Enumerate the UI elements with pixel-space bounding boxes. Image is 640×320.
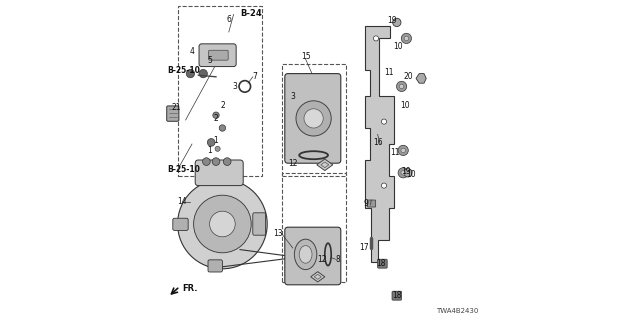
Text: 15: 15: [301, 52, 310, 60]
Circle shape: [399, 84, 404, 89]
Bar: [178, 6, 262, 176]
Circle shape: [178, 179, 268, 269]
Text: 21: 21: [172, 103, 181, 112]
Circle shape: [212, 112, 219, 118]
Text: 14: 14: [177, 197, 188, 206]
Circle shape: [199, 69, 207, 78]
Text: 3: 3: [233, 82, 237, 91]
FancyBboxPatch shape: [392, 291, 402, 300]
Text: 20: 20: [403, 72, 413, 81]
Circle shape: [304, 109, 323, 128]
Bar: [282, 173, 346, 282]
Circle shape: [223, 158, 231, 165]
Circle shape: [219, 125, 226, 131]
Ellipse shape: [300, 246, 312, 263]
Text: 9: 9: [364, 199, 369, 208]
Polygon shape: [365, 26, 394, 262]
Text: 11: 11: [390, 148, 400, 156]
Text: 10: 10: [394, 42, 403, 51]
Circle shape: [207, 139, 215, 146]
Circle shape: [210, 211, 236, 237]
Text: 5: 5: [207, 56, 212, 65]
Text: 8: 8: [335, 255, 340, 264]
FancyBboxPatch shape: [285, 227, 340, 285]
Text: B-25-10: B-25-10: [167, 66, 200, 75]
Text: 1: 1: [214, 136, 218, 145]
Text: 2: 2: [214, 114, 218, 123]
FancyBboxPatch shape: [166, 106, 179, 121]
Text: 19: 19: [387, 16, 397, 25]
Text: 18: 18: [376, 260, 385, 268]
Ellipse shape: [294, 239, 317, 269]
Text: TWA4B2430: TWA4B2430: [436, 308, 479, 314]
Bar: [282, 64, 346, 176]
Text: 13: 13: [273, 229, 284, 238]
Circle shape: [401, 148, 406, 153]
Circle shape: [401, 33, 412, 44]
Circle shape: [401, 171, 406, 175]
Circle shape: [212, 158, 220, 165]
Text: 6: 6: [227, 15, 231, 24]
Circle shape: [202, 158, 210, 165]
FancyBboxPatch shape: [378, 259, 387, 268]
Circle shape: [404, 169, 412, 177]
Text: 17: 17: [359, 244, 369, 252]
Circle shape: [397, 81, 407, 92]
Text: 10: 10: [400, 101, 410, 110]
Polygon shape: [311, 272, 325, 282]
Circle shape: [398, 168, 408, 178]
Text: 12: 12: [317, 255, 326, 264]
Text: B-24: B-24: [240, 9, 262, 18]
Circle shape: [393, 18, 401, 27]
Text: 10: 10: [406, 170, 416, 179]
FancyBboxPatch shape: [367, 200, 376, 207]
Circle shape: [374, 36, 379, 41]
Circle shape: [381, 119, 387, 124]
FancyBboxPatch shape: [199, 44, 236, 67]
Text: 12: 12: [288, 159, 298, 168]
Text: 4: 4: [189, 47, 195, 56]
Circle shape: [398, 145, 408, 156]
Circle shape: [194, 195, 252, 253]
FancyBboxPatch shape: [285, 74, 340, 163]
Text: 19: 19: [401, 167, 411, 176]
Circle shape: [296, 101, 332, 136]
Text: 11: 11: [384, 68, 394, 76]
Text: FR.: FR.: [182, 284, 197, 293]
Circle shape: [381, 183, 387, 188]
Text: 2: 2: [220, 101, 225, 110]
FancyBboxPatch shape: [208, 260, 223, 272]
Text: 16: 16: [372, 138, 383, 147]
FancyBboxPatch shape: [209, 50, 228, 60]
FancyBboxPatch shape: [173, 218, 188, 230]
Text: 18: 18: [393, 292, 402, 300]
Polygon shape: [317, 159, 333, 171]
Text: 1: 1: [207, 146, 212, 155]
Circle shape: [404, 36, 409, 41]
Text: B-25-10: B-25-10: [167, 165, 200, 174]
Text: 3: 3: [291, 92, 295, 100]
FancyBboxPatch shape: [253, 213, 266, 235]
Circle shape: [215, 146, 220, 151]
FancyBboxPatch shape: [195, 160, 243, 186]
Circle shape: [186, 69, 195, 78]
Text: 7: 7: [252, 72, 257, 81]
Polygon shape: [416, 74, 426, 83]
